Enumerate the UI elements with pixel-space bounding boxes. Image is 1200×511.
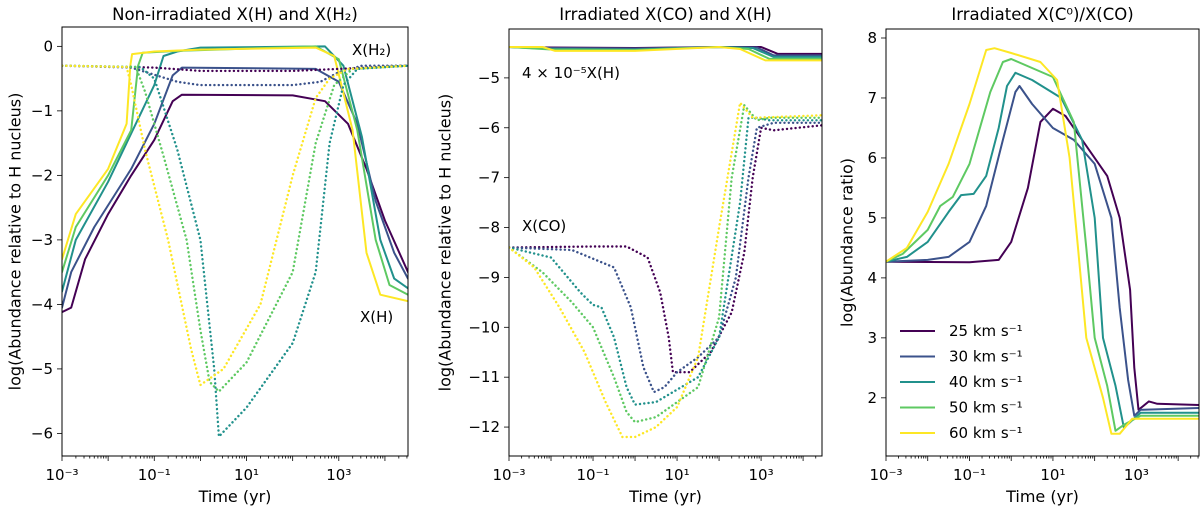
- series-line: [509, 124, 822, 374]
- axes-frame: [508, 28, 823, 457]
- y-tick-label: −6: [478, 119, 500, 137]
- y-tick-label: −4: [31, 295, 53, 313]
- annotation-label: X(H₂): [352, 41, 391, 59]
- x-axis-label: Time (yr): [198, 487, 272, 506]
- series-line: [62, 64, 408, 387]
- y-tick-label: −1: [31, 102, 53, 120]
- series-group: [62, 45, 408, 438]
- axes-frame: [885, 28, 1200, 457]
- series-line: [886, 71, 1199, 429]
- chart-title: Irradiated X(C⁰)/X(CO): [951, 5, 1133, 24]
- y-tick-label: −11: [468, 368, 500, 386]
- chart-title: Non-irradiated X(H) and X(H₂): [112, 5, 358, 24]
- y-tick-label: −5: [31, 360, 53, 378]
- y-axis-label: log(Abundance ratio): [838, 158, 857, 327]
- x-tick-label: 10⁻¹: [138, 466, 171, 484]
- y-tick-label: 2: [867, 389, 877, 407]
- x-tick-label: 10³: [1124, 466, 1149, 484]
- y-tick-label: −9: [478, 268, 500, 286]
- panel-3: 10⁻³ 10⁻¹ 10¹ 10³ 8 7 6 5 4 3 2 Irradiated X(C⁰)/X(…: [838, 5, 1200, 506]
- y-tick-label: 7: [867, 89, 877, 107]
- y-tick-label: −10: [468, 318, 500, 336]
- y-tick-label: 6: [867, 149, 877, 167]
- series-line: [886, 47, 1199, 435]
- y-tick-label: −6: [31, 424, 53, 442]
- series-line: [509, 46, 822, 62]
- legend-label: 40 km s⁻¹: [949, 373, 1023, 391]
- x-tick-label: 10³: [749, 466, 774, 484]
- x-axis-label: Time (yr): [628, 487, 702, 506]
- series-line: [886, 85, 1199, 417]
- annotation-label: 4 × 10⁻⁵X(H): [522, 64, 620, 82]
- series-line: [62, 64, 408, 393]
- legend-label: 25 km s⁻¹: [949, 322, 1023, 340]
- series-line: [509, 101, 822, 439]
- series-line: [62, 46, 408, 303]
- x-axis-label: Time (yr): [1005, 487, 1079, 506]
- x-tick-label: 10³: [326, 466, 351, 484]
- series-line: [509, 121, 822, 394]
- x-tick-label: 10⁻³: [492, 466, 525, 484]
- y-axis-label: log(Abundance relative to H nucleus): [6, 93, 25, 391]
- panel-1: 10⁻³ 10⁻¹ 10¹ 10³ 0 −1 −2 −3 −4 −5 −6 Non-irradiate…: [6, 5, 409, 506]
- y-tick-label: −8: [478, 219, 500, 237]
- y-tick-label: 4: [867, 269, 877, 287]
- y-tick-label: −2: [31, 166, 53, 184]
- y-tick-label: 3: [867, 329, 877, 347]
- panel-2: 10⁻³ 10⁻¹ 10¹ 10³ −5 −6 −7 −8 −9 −10 −11 −12 Irradia…: [436, 5, 823, 506]
- series-line: [886, 58, 1199, 432]
- annotation-label: X(CO): [522, 217, 566, 235]
- y-tick-label: −7: [478, 169, 500, 187]
- y-tick-label: 8: [867, 29, 877, 47]
- y-axis-label: log(Abundance relative to H nucleus): [436, 94, 455, 392]
- series-line: [509, 116, 822, 406]
- x-tick-label: 10⁻³: [45, 466, 78, 484]
- axes-frame: [61, 26, 409, 457]
- y-tick-label: −12: [468, 418, 500, 436]
- series-group: [886, 47, 1199, 435]
- series-line: [62, 66, 408, 309]
- x-tick-label: 10⁻¹: [577, 466, 610, 484]
- legend-label: 60 km s⁻¹: [949, 424, 1023, 442]
- series-line: [886, 107, 1199, 411]
- chart-title: Irradiated X(CO) and X(H): [559, 5, 772, 24]
- series-line: [509, 104, 822, 424]
- legend-label: 30 km s⁻¹: [949, 348, 1023, 366]
- y-tick-label: 5: [867, 209, 877, 227]
- x-tick-label: 10¹: [234, 466, 259, 484]
- x-tick-label: 10¹: [664, 466, 689, 484]
- y-tick-label: −5: [478, 69, 500, 87]
- y-tick-label: 0: [43, 37, 53, 55]
- y-tick-label: −3: [31, 231, 53, 249]
- series-line: [62, 64, 408, 438]
- annotation-label: X(H): [360, 308, 393, 326]
- legend: 25 km s⁻¹ 30 km s⁻¹ 40 km s⁻¹ 50 km s⁻¹ 60 k…: [900, 322, 1023, 442]
- x-tick-label: 10⁻¹: [953, 466, 986, 484]
- series-group: [509, 46, 822, 439]
- x-tick-label: 10¹: [1040, 466, 1065, 484]
- x-tick-label: 10⁻³: [869, 466, 902, 484]
- legend-label: 50 km s⁻¹: [949, 399, 1023, 417]
